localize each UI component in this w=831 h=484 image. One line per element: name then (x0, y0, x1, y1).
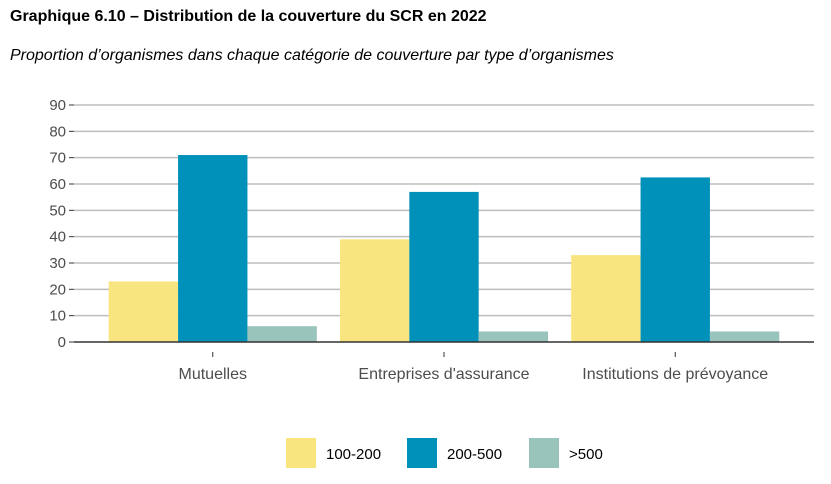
bar-200-500 (640, 177, 710, 342)
bar-100-200 (108, 281, 179, 342)
chart-title: Graphique 6.10 – Distribution de la couv… (10, 8, 487, 25)
bar-200-500 (178, 155, 248, 342)
x-tick-label: Entreprises d'assurance (358, 366, 529, 383)
bar->500 (709, 331, 780, 342)
y-tick-label: 30 (49, 255, 66, 272)
bar->500 (247, 326, 317, 342)
bar->500 (478, 331, 549, 342)
bar-100-200 (571, 255, 641, 342)
y-tick-label: 70 (49, 150, 66, 167)
y-tick-label: 50 (49, 202, 66, 219)
bar-100-200 (339, 239, 410, 342)
legend-swatch (529, 438, 559, 468)
legend-swatch (286, 438, 316, 468)
y-tick-label: 60 (49, 176, 66, 193)
y-tick-label: 20 (49, 281, 66, 298)
legend-label: >500 (569, 446, 603, 463)
x-tick-label: Mutuelles (179, 366, 247, 383)
legend-label: 200-500 (447, 446, 502, 463)
y-tick-label: 0 (58, 334, 66, 351)
y-tick-label: 40 (49, 229, 66, 246)
y-tick-label: 90 (49, 97, 66, 114)
bar-200-500 (409, 191, 479, 342)
legend-swatch (407, 438, 437, 468)
y-tick-label: 10 (49, 308, 66, 325)
x-tick-label: Institutions de prévoyance (582, 366, 768, 383)
chart-subtitle: Proportion d’organismes dans chaque caté… (10, 47, 614, 64)
y-tick-label: 80 (49, 123, 66, 140)
legend-label: 100-200 (326, 446, 381, 463)
